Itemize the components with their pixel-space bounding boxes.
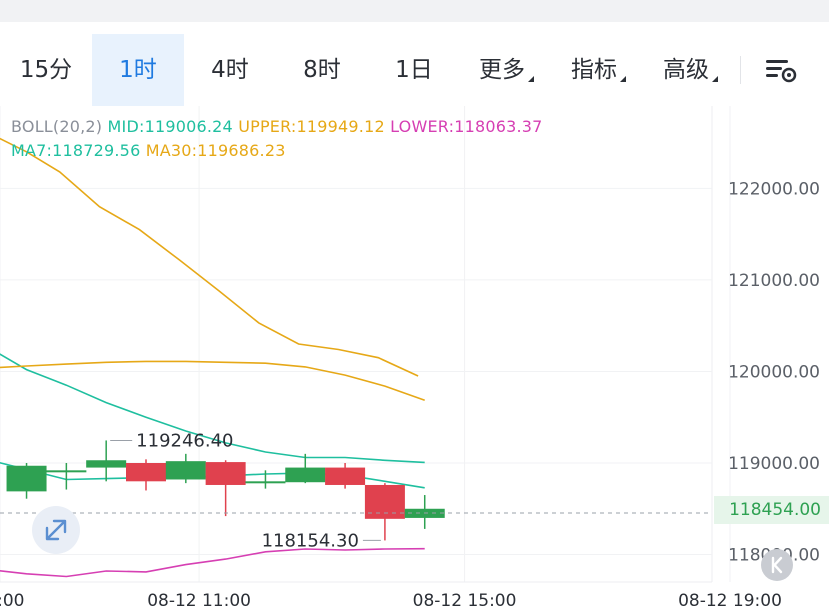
tab-advanced[interactable]: 高级: [663, 57, 709, 83]
toolbar-divider: [740, 56, 741, 84]
low-annotation: 118154.30: [262, 530, 359, 551]
series-line-upper: [0, 137, 419, 377]
kline-button[interactable]: [761, 549, 793, 581]
x-tick-label: 08-12 11:00: [147, 591, 251, 611]
tab-more[interactable]: 更多: [479, 57, 525, 83]
mid-value: MID:119006.24: [107, 117, 233, 136]
tab-indicators[interactable]: 指标: [571, 57, 617, 83]
tab-1hour[interactable]: 1时: [92, 34, 184, 106]
tab-8hour[interactable]: 8时: [303, 57, 341, 83]
expand-icon: [45, 519, 67, 541]
chart-settings-icon[interactable]: [762, 54, 798, 86]
high-annotation: 119246.40: [136, 430, 233, 451]
ma7-value: MA7:118729.56: [11, 141, 141, 160]
boll-label: BOLL(20,2): [11, 117, 103, 136]
candlestick-chart[interactable]: 122000.00121000.00120000.00119000.001180…: [0, 106, 829, 613]
candle-up: [165, 461, 206, 480]
x-tick-label: 08-12 15:00: [413, 591, 517, 611]
candle-up: [6, 465, 47, 492]
y-tick-label: 122000.00: [728, 179, 820, 199]
candle-up: [285, 467, 326, 483]
tab-15min[interactable]: 15分: [19, 57, 73, 83]
x-tick-label: 08-12 19:00: [678, 591, 782, 611]
ma-legend: MA7:118729.56 MA30:119686.23: [11, 141, 286, 160]
lower-value: LOWER:118063.37: [390, 117, 543, 136]
candle-up: [46, 470, 87, 473]
y-tick-label: 119000.00: [728, 454, 820, 474]
boll-legend: BOLL(20,2) MID:119006.24 UPPER:119949.12…: [11, 117, 543, 136]
candles: [6, 440, 445, 541]
series-line-ma30: [0, 360, 425, 401]
chart-labels: 122000.00121000.00120000.00119000.001180…: [0, 179, 820, 611]
series-line-lower: [0, 547, 425, 578]
candle-up: [86, 460, 127, 468]
k-icon: [771, 556, 783, 574]
interval-toolbar: 15分 1时 4时 8时 1日 更多 指标 高级: [0, 34, 829, 106]
series-line-mid: [0, 353, 425, 464]
candle-down: [364, 484, 405, 519]
candle-down: [325, 467, 366, 485]
ma30-value: MA30:119686.23: [145, 141, 286, 160]
y-tick-label: 121000.00: [728, 271, 820, 291]
x-tick-label: 00:00: [0, 591, 25, 611]
y-tick-label: 120000.00: [728, 362, 820, 382]
candle-up: [245, 481, 286, 484]
candle-down: [205, 462, 246, 485]
more-dropdown-icon: [528, 76, 534, 82]
fullscreen-button[interactable]: [32, 506, 80, 554]
advanced-dropdown-icon: [712, 76, 718, 82]
upper-value: UPPER:119949.12: [238, 117, 385, 136]
top-strip: [0, 0, 829, 22]
indicators-dropdown-icon: [620, 76, 626, 82]
tab-1day[interactable]: 1日: [395, 57, 433, 83]
current-price-tag: 118454.00: [714, 496, 829, 524]
tab-4hour[interactable]: 4时: [211, 57, 249, 83]
candle-down: [126, 463, 166, 482]
